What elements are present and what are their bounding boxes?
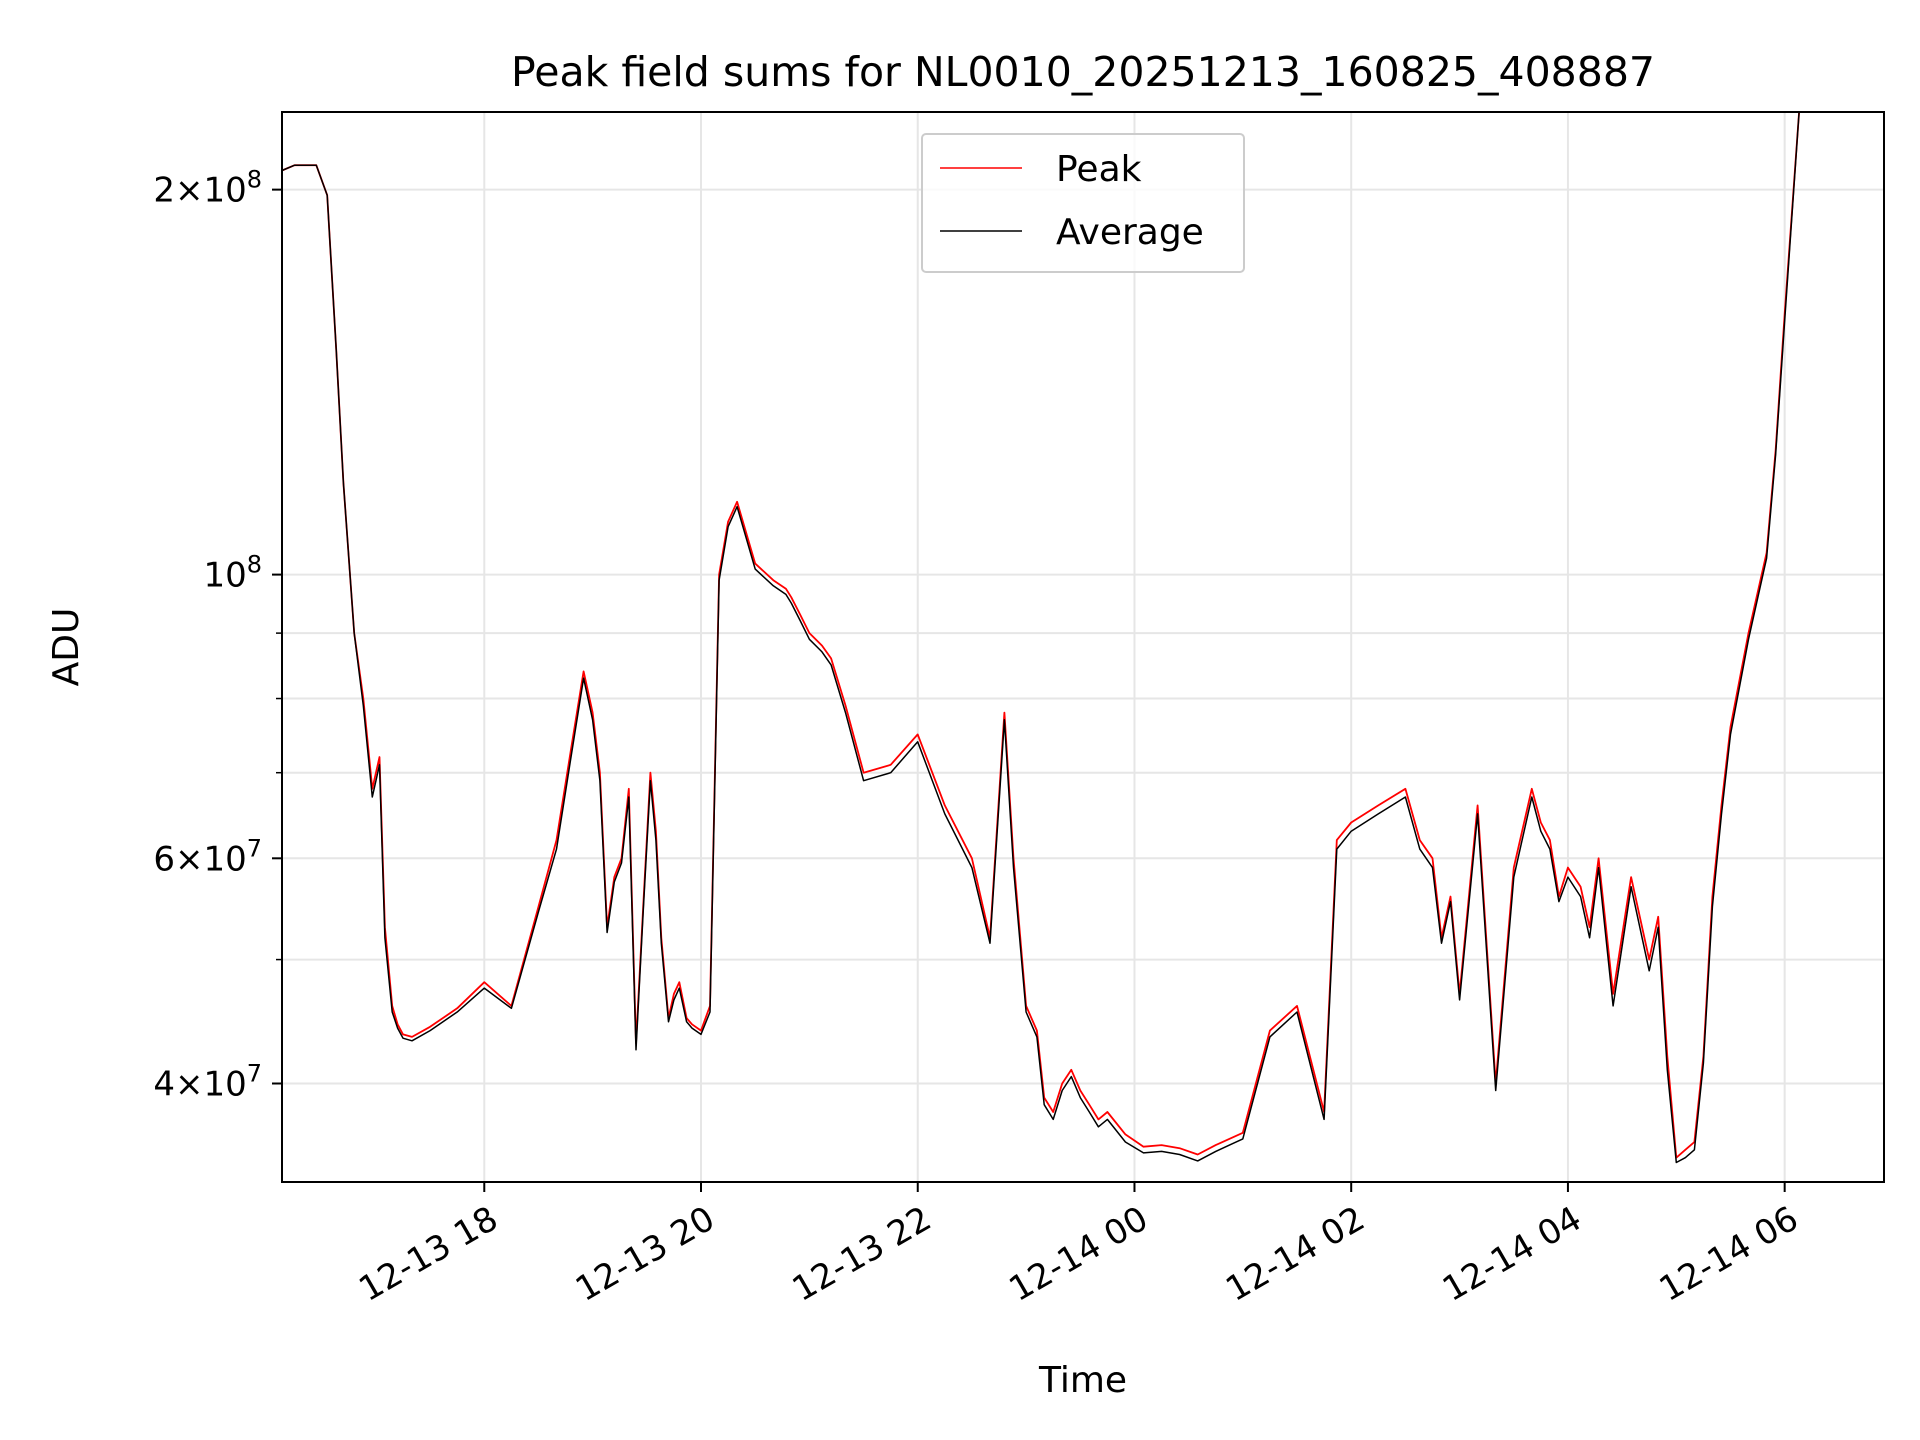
y-tick-label: 6×107 — [153, 834, 262, 879]
legend-average-label: Average — [1056, 212, 1204, 253]
legend: Peak Average — [921, 133, 1245, 273]
y-axis-label: ADU — [46, 608, 87, 687]
plot-lines — [281, 111, 1800, 1164]
series-average-line — [281, 111, 1800, 1164]
legend-peak-label: Peak — [1056, 149, 1142, 190]
plot-frame — [281, 111, 1885, 1183]
chart-title: Peak field sums for NL0010_20251213_1608… — [511, 48, 1655, 96]
y-tick-label: 4×107 — [153, 1060, 262, 1105]
y-tick-label: 2×108 — [153, 166, 262, 211]
x-axis-label: Time — [1038, 1360, 1127, 1401]
y-tick-label: 108 — [203, 551, 262, 596]
